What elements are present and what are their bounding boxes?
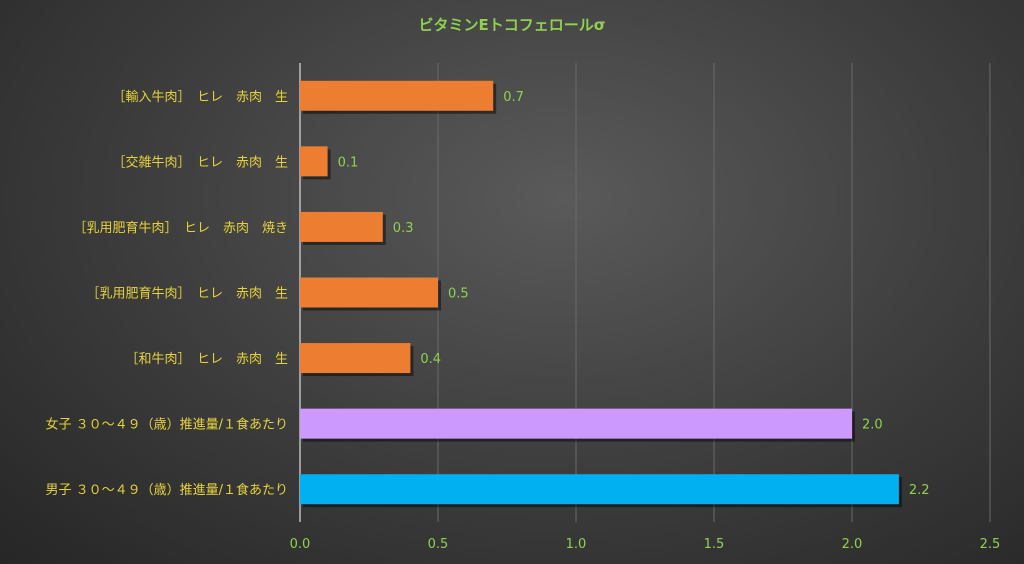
x-tick-label: 1.5 [704, 537, 725, 552]
chart-title: ビタミンEトコフェロールσ [419, 16, 606, 34]
data-label: 0.5 [448, 287, 469, 302]
bar [300, 211, 383, 242]
category-label: 女子 ３０～４９（歳）推進量/１食あたり [45, 417, 288, 433]
data-label: 0.1 [338, 155, 359, 170]
data-label: 2.2 [909, 483, 930, 498]
bar [300, 146, 328, 177]
data-label: 2.0 [862, 418, 883, 433]
x-tick-label: 2.5 [980, 537, 1001, 552]
bar [300, 474, 899, 505]
bar [300, 408, 852, 439]
data-label: 0.7 [503, 90, 524, 105]
x-tick-label: 0.0 [290, 537, 311, 552]
category-label: ［交雑牛肉］ ヒレ 赤肉 生 [112, 154, 288, 170]
x-tick-label: 0.5 [428, 537, 449, 552]
bar [300, 80, 494, 111]
data-label: 0.4 [420, 352, 441, 367]
category-label: ［和牛肉］ ヒレ 赤肉 生 [125, 352, 288, 367]
x-tick-label: 2.0 [842, 537, 863, 552]
x-tick-label: 1.0 [566, 537, 587, 552]
category-label: ［乳用肥育牛肉］ ヒレ 赤肉 生 [86, 286, 288, 302]
data-label: 0.3 [393, 221, 414, 236]
category-label: ［乳用肥育牛肉］ ヒレ 赤肉 焼き [73, 220, 288, 236]
category-label: ［輸入牛肉］ ヒレ 赤肉 生 [112, 90, 288, 105]
bar [300, 343, 411, 374]
bar [300, 277, 438, 308]
category-label: 男子 ３０～４９（歳）推進量/１食あたり [45, 482, 288, 498]
